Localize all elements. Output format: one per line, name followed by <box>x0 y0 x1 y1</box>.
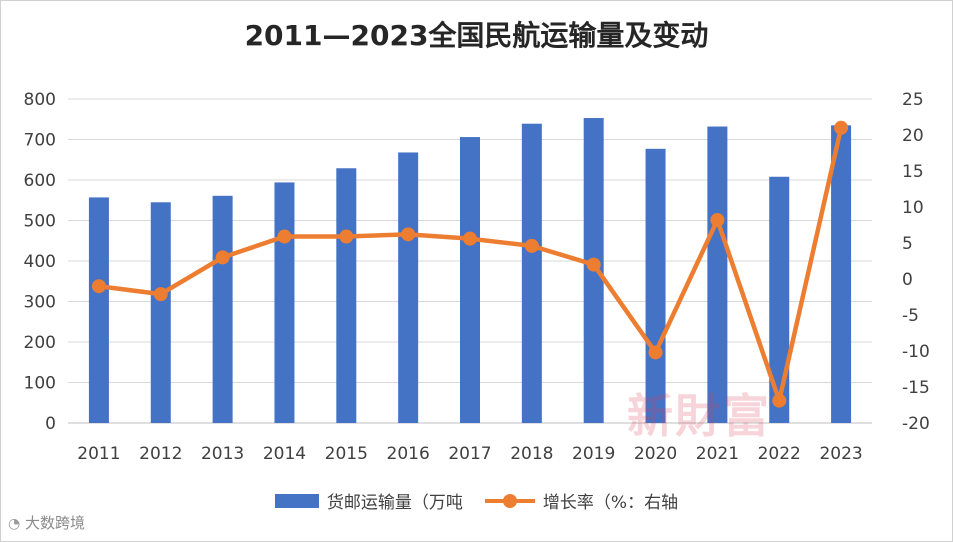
growth-point-2016 <box>401 227 416 242</box>
x-tick-label: 2019 <box>572 444 615 464</box>
y-axis-right: -20 -15 -10 -5 0 5 10 15 20 25 <box>902 90 930 434</box>
x-tick-label: 2023 <box>819 444 862 464</box>
growth-point-2023 <box>834 120 849 135</box>
legend: 货邮运输量（万吨 增长率（%：右轴 <box>0 488 953 513</box>
y-left-tick-label: 0 <box>45 414 56 434</box>
y-left-tick-label: 800 <box>24 90 56 110</box>
line-series <box>91 120 849 408</box>
bar-2023 <box>831 125 852 423</box>
x-tick-label: 2022 <box>758 444 801 464</box>
x-tick-label: 2012 <box>139 444 182 464</box>
growth-point-2012 <box>153 287 168 302</box>
growth-point-2014 <box>277 229 292 244</box>
y-right-tick-label: 20 <box>902 126 924 146</box>
legend-line-swatch <box>484 493 535 508</box>
y-right-tick-label: 25 <box>902 90 924 110</box>
bar-2012 <box>150 202 171 423</box>
y-right-tick-label: 0 <box>902 270 913 290</box>
x-tick-label: 2017 <box>448 444 491 464</box>
growth-point-2013 <box>215 250 230 265</box>
y-right-tick-label: 10 <box>902 198 924 218</box>
bar-2015 <box>336 168 357 423</box>
x-tick-label: 2016 <box>387 444 430 464</box>
watermark-brand: ◔ 大数跨境 <box>8 512 85 533</box>
y-right-tick-label: 5 <box>902 234 913 254</box>
watermark-brand-text: 大数跨境 <box>25 514 86 532</box>
growth-point-2020 <box>648 345 663 360</box>
x-tick-label: 2021 <box>696 444 739 464</box>
legend-item-line: 增长率（%：右轴 <box>484 488 679 513</box>
y-right-tick-label: -10 <box>902 342 930 362</box>
bar-2011 <box>88 197 109 423</box>
growth-point-2011 <box>91 279 106 294</box>
bar-series <box>88 118 852 423</box>
bar-2016 <box>398 152 419 423</box>
y-left-tick-label: 500 <box>24 212 56 232</box>
x-axis: 2011 2012 2013 2014 2015 2016 2017 2018 2019 2020… <box>77 444 862 464</box>
legend-line-label: 增长率（%：右轴 <box>542 493 679 513</box>
x-tick-label: 2014 <box>263 444 306 464</box>
y-left-tick-label: 700 <box>24 131 56 151</box>
y-left-tick-label: 600 <box>24 171 56 191</box>
bar-2022 <box>769 176 790 423</box>
y-left-tick-label: 100 <box>24 374 56 394</box>
growth-point-2021 <box>710 212 725 227</box>
bar-2021 <box>707 126 728 423</box>
x-tick-label: 2018 <box>510 444 553 464</box>
weibo-icon: ◔ <box>8 516 21 532</box>
legend-item-bar: 货邮运输量（万吨 <box>274 488 463 513</box>
y-right-tick-label: -20 <box>902 414 930 434</box>
y-left-tick-label: 200 <box>24 333 56 353</box>
growth-point-2015 <box>339 229 354 244</box>
y-right-tick-label: -5 <box>902 306 919 326</box>
watermark-xincaifu: 新財富 <box>627 389 771 443</box>
bar-2013 <box>212 195 233 423</box>
chart-title: 2011—2023全国民航运输量及变动 <box>244 19 709 52</box>
x-tick-label: 2015 <box>325 444 368 464</box>
y-right-tick-label: 15 <box>902 162 924 182</box>
x-tick-label: 2011 <box>77 444 120 464</box>
y-left-tick-label: 300 <box>24 293 56 313</box>
y-axis-left: 0 100 200 300 400 500 600 700 800 <box>24 90 56 434</box>
legend-bar-swatch <box>274 493 319 508</box>
legend-bar-label: 货邮运输量（万吨 <box>326 493 463 513</box>
bar-2014 <box>274 182 295 423</box>
x-tick-label: 2013 <box>201 444 244 464</box>
y-right-tick-label: -15 <box>902 378 930 398</box>
growth-point-2019 <box>586 257 601 272</box>
y-left-tick-label: 400 <box>24 252 56 272</box>
x-tick-label: 2020 <box>634 444 677 464</box>
growth-point-2017 <box>463 231 477 246</box>
growth-point-2018 <box>524 238 539 253</box>
growth-point-2022 <box>772 393 787 408</box>
bar-2018 <box>521 123 542 423</box>
bar-2017 <box>460 137 480 423</box>
